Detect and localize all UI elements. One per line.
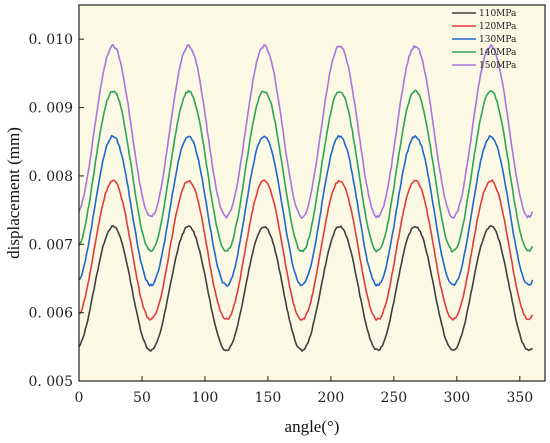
series-line-130mpa <box>78 134 534 287</box>
y-axis-title: displacement (mm) <box>4 127 23 259</box>
y-tick-label: 0. 007 <box>28 237 73 253</box>
x-axis-title: angle(°) <box>285 417 340 436</box>
legend-label: 150MPa <box>479 61 517 71</box>
plot-area <box>79 5 545 381</box>
x-tick-label: 100 <box>192 390 219 406</box>
x-tick-label: 0 <box>75 390 84 406</box>
series-line-120mpa <box>78 179 534 321</box>
x-tick-label: 150 <box>255 390 282 406</box>
y-axis: 0. 005 0. 006 0. 007 0. 008 0. 009 0. 010 <box>28 32 84 390</box>
legend-label: 120MPa <box>479 22 517 32</box>
y-tick-label: 0. 006 <box>28 306 73 322</box>
x-tick-label: 350 <box>506 390 533 406</box>
y-tick-label: 0. 009 <box>28 101 73 117</box>
series-line-140mpa <box>78 89 534 253</box>
legend-label: 110MPa <box>479 9 517 19</box>
y-tick-label: 0. 008 <box>28 169 73 185</box>
x-tick-label: 250 <box>380 390 407 406</box>
y-tick-label: 0. 005 <box>28 374 73 390</box>
legend-label: 130MPa <box>479 35 517 45</box>
plot-frame <box>78 4 546 382</box>
x-tick-label: 200 <box>318 390 345 406</box>
series-lines <box>78 43 534 352</box>
x-tick-label: 300 <box>443 390 470 406</box>
legend-label: 140MPa <box>479 48 517 58</box>
series-line-150mpa <box>78 43 534 219</box>
series-line-110mpa <box>78 224 534 352</box>
y-tick-label: 0. 010 <box>28 32 73 48</box>
legend: 110MPa 120MPa 130MPa 140MPa 150MPa <box>452 9 517 71</box>
x-tick-label: 50 <box>133 390 151 406</box>
x-axis: 0 50 100 150 200 250 300 350 <box>75 376 533 406</box>
